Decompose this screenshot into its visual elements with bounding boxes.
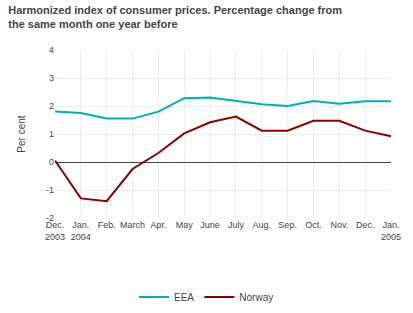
svg-text:Jan.2005: Jan.2005	[381, 220, 401, 242]
svg-text:1: 1	[49, 129, 54, 139]
svg-text:Per cent: Per cent	[16, 115, 27, 152]
svg-text:May: May	[176, 220, 194, 230]
svg-text:3: 3	[49, 73, 54, 83]
svg-text:Dec.2003: Dec.2003	[45, 220, 65, 242]
svg-text:2: 2	[49, 101, 54, 111]
svg-text:Aug.: Aug.	[253, 220, 272, 230]
svg-text:4: 4	[49, 45, 54, 55]
svg-text:Harmonized index of consumer p: Harmonized index of consumer prices. Per…	[8, 4, 342, 30]
svg-text:Norway: Norway	[239, 292, 273, 303]
svg-text:July: July	[228, 220, 245, 230]
svg-text:EEA: EEA	[174, 292, 194, 303]
svg-text:Feb.: Feb.	[98, 220, 116, 230]
svg-text:Apr.: Apr.	[150, 220, 166, 230]
svg-text:-2: -2	[46, 213, 54, 223]
svg-text:March: March	[120, 220, 145, 230]
svg-text:Nov.: Nov.	[330, 220, 348, 230]
svg-text:Dec.: Dec.	[356, 220, 375, 230]
svg-text:June: June	[200, 220, 220, 230]
svg-text:Oct.: Oct.	[305, 220, 322, 230]
svg-text:Sep.: Sep.	[278, 220, 297, 230]
svg-text:0: 0	[49, 157, 54, 167]
svg-text:Jan.2004: Jan.2004	[71, 220, 91, 242]
svg-text:-1: -1	[46, 185, 54, 195]
